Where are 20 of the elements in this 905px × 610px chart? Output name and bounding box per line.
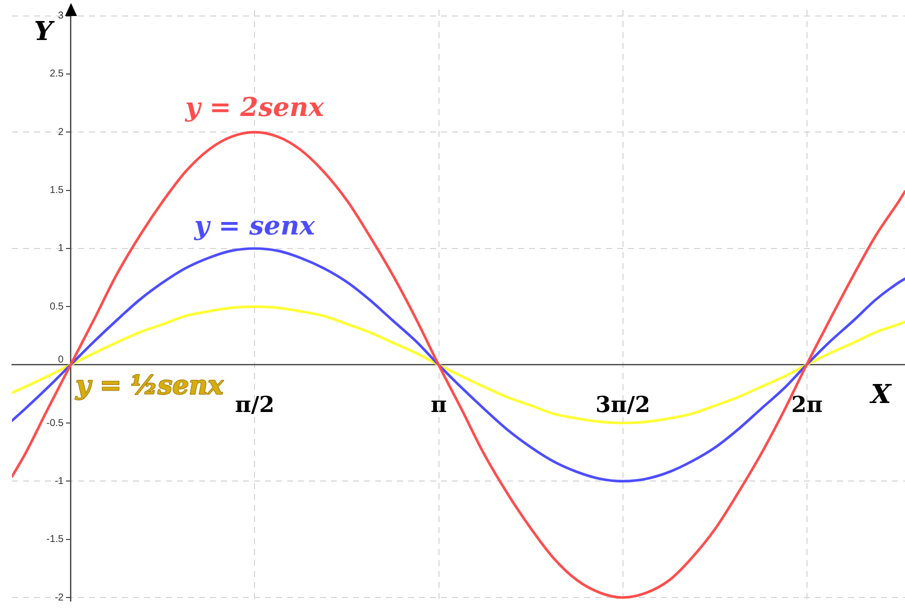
y-tick-label: 1.5: [50, 185, 64, 196]
y-tick-label: -1: [54, 476, 64, 487]
y-tick-label: 2.5: [50, 68, 64, 80]
x-tick-label: 2π: [791, 392, 823, 418]
x-tick-label: π: [430, 392, 447, 418]
x-axis-title: X: [868, 380, 893, 410]
y-tick-label: -1.5: [46, 534, 64, 546]
x-tick-label: 3π/2: [595, 392, 650, 418]
y-tick-label: 0: [58, 354, 64, 366]
y-axis-title: Y: [34, 17, 56, 47]
y-tick-label: 2: [58, 126, 64, 138]
y-tick-label: 0.5: [50, 301, 64, 312]
series-label: y = senx: [193, 211, 316, 242]
y-tick-label: -0.5: [46, 418, 64, 429]
y-tick-label: 1: [58, 243, 64, 254]
series-label: y = ½senx: [74, 370, 224, 401]
series-label: y = 2senx: [184, 93, 324, 124]
y-tick-label: -2: [54, 592, 64, 604]
y-tick-label: 3: [58, 10, 64, 22]
x-tick-label: π/2: [234, 392, 274, 418]
